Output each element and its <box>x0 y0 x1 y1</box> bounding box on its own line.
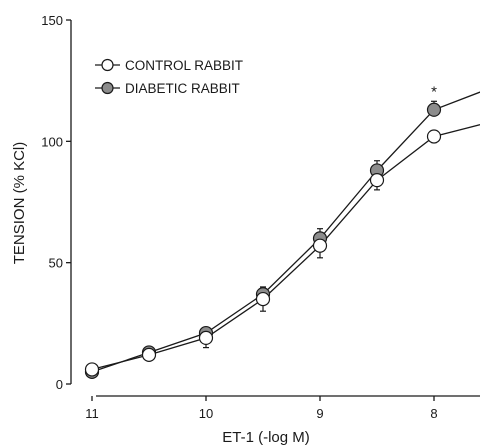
significance-marker: * <box>431 83 437 100</box>
legend-diabetic-marker <box>101 81 114 95</box>
x-axis-title: ET-1 (-log M) <box>222 429 310 446</box>
legend-diabetic-label: DIABETIC RABBIT <box>125 81 240 96</box>
legend-control-marker <box>101 58 114 72</box>
data-point-control <box>84 362 100 377</box>
y-axis-title: TENSION (% KCl) <box>11 142 28 265</box>
legend-control-label: CONTROL RABBIT <box>125 58 243 73</box>
x-tick-label: 9 <box>316 406 323 421</box>
data-point-control <box>255 291 271 307</box>
x-tick-label: 8 <box>430 406 437 421</box>
x-tick-label: 10 <box>199 406 213 421</box>
data-point-diabetic <box>426 102 442 117</box>
y-tick-label: 150 <box>41 13 63 28</box>
series-line-control <box>91 124 480 371</box>
series-line-diabetic <box>91 91 480 373</box>
y-tick-label: 0 <box>56 377 63 392</box>
y-tick-label: 100 <box>41 134 63 149</box>
x-tick-label: 11 <box>85 406 99 421</box>
data-point-control <box>426 129 442 144</box>
data-point-control <box>312 238 328 253</box>
y-tick-label: 50 <box>49 256 63 271</box>
legend: CONTROL RABBIT DIABETIC RABBIT <box>95 58 243 96</box>
data-point-control <box>369 173 385 188</box>
data-point-control <box>198 330 214 345</box>
data-point-control <box>141 347 157 362</box>
